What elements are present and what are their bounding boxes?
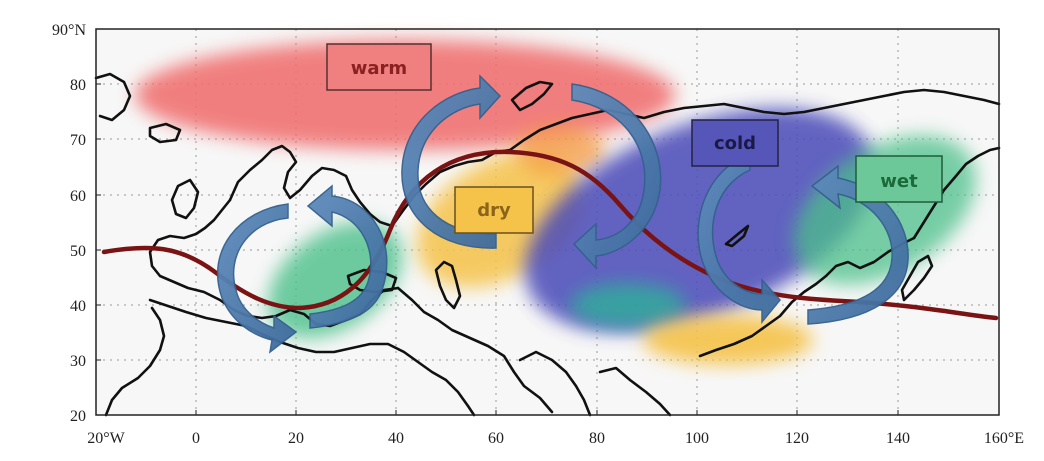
label-warm-text: warm [351,58,407,79]
lon-tick-label: 140 [886,430,910,447]
label-dry: dry [454,186,534,234]
lat-tick-label: 40 [70,298,86,315]
lake-baikal [724,224,750,248]
lon-tick-label: 20 [288,430,304,447]
dry-zone-south [643,315,813,365]
japan [900,254,934,302]
lon-tick-label: 160°E [984,430,1024,447]
north-africa-coast [148,298,476,417]
lat-axis: 90°N 80 70 60 50 40 30 20 [52,22,101,425]
label-cold-text: cold [714,133,756,154]
lat-tick-label: 60 [70,188,86,205]
arrow-europe-left [216,203,298,354]
lat-tick-label: 90°N [52,22,86,39]
china-coast [698,236,916,358]
lat-tick-label: 20 [70,408,86,425]
kamchatka-coast [912,146,1001,240]
dry-zone-orange [515,125,605,175]
arctic-coast [390,88,1001,228]
plot-frame [95,28,1000,416]
lon-axis: 20°W 0 20 40 60 80 100 120 140 160°E [87,410,1024,447]
iceland [148,122,182,144]
arrow-europe-right [306,184,388,329]
arrow-ural-left [401,74,502,249]
lon-tick-label: 120 [785,430,809,447]
africa-west [104,306,166,417]
label-cold: cold [691,119,779,167]
lon-tick-label: 100 [685,430,709,447]
label-warm: warm [326,43,432,91]
novaya-zemlya [510,80,554,112]
lon-tick-label: 80 [589,430,605,447]
lat-tick-label: 70 [70,132,86,149]
warm-zone [135,40,675,150]
lon-tick-label: 0 [192,430,200,447]
label-wet-text: wet [880,171,918,192]
caspian-sea [434,260,462,310]
lon-tick-label: 40 [388,430,404,447]
greenland-east [94,72,132,122]
arabia-coast [396,286,554,414]
lat-tick-label: 30 [70,353,86,370]
arrow-ural-right [571,83,662,270]
lat-tick-label: 80 [70,77,86,94]
scandinavia-coast [228,144,394,228]
british-isles [170,178,200,220]
southeast-asia-coast [598,366,672,417]
label-dry-text: dry [477,200,511,221]
arrow-east-right [807,164,909,325]
jet-stream-line [101,149,999,321]
lon-tick-label: 20°W [87,430,125,447]
coastlines [94,56,1001,417]
lon-tick-label: 60 [488,430,504,447]
label-wet: wet [855,155,943,203]
india-coast [518,350,592,417]
arrow-east-left [697,152,781,325]
lat-tick-label: 50 [70,243,86,260]
circulation-arrows [216,74,909,354]
wet-zone-central [570,283,686,327]
